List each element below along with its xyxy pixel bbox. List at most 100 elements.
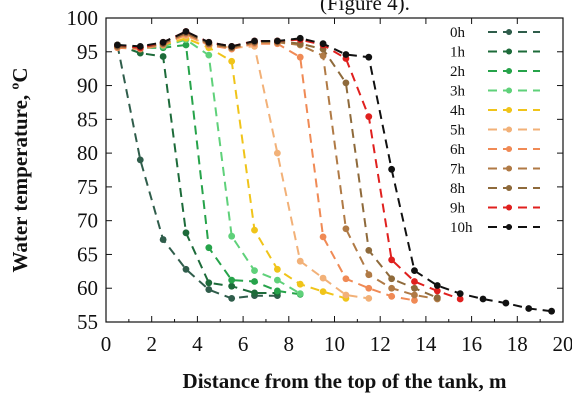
data-point-9h (388, 256, 396, 264)
data-point-1h (228, 282, 236, 290)
y-tick-label: 90 (77, 74, 98, 98)
legend-marker (506, 165, 512, 172)
data-point-10h (159, 38, 167, 46)
data-point-10h (228, 42, 236, 50)
data-point-10h (273, 37, 281, 45)
legend-marker (506, 107, 512, 113)
legend-item-5h: 5h (450, 123, 540, 139)
series-5h (114, 32, 373, 302)
data-point-7h (319, 52, 327, 60)
y-tick-label: 75 (77, 175, 98, 199)
data-point-2h (251, 278, 258, 285)
y-tick-label: 80 (77, 141, 98, 165)
data-point-2h (205, 244, 213, 252)
series-layer (114, 28, 555, 315)
data-point-4h (296, 280, 304, 288)
data-point-1h (251, 289, 258, 297)
data-point-7h (411, 291, 418, 299)
legend-marker (506, 68, 512, 74)
data-point-3h (205, 51, 213, 59)
data-point-8h (388, 275, 396, 283)
data-point-0h (159, 236, 167, 243)
legend-marker (506, 204, 512, 211)
y-tick-label: 55 (77, 310, 98, 334)
legend-label: 7h (450, 162, 466, 178)
data-point-10h (479, 295, 487, 303)
series-line-4h (117, 37, 347, 300)
legend-item-7h: 7h (450, 162, 540, 178)
legend-marker (506, 48, 512, 55)
data-point-10h (525, 305, 533, 312)
x-tick-label: 4 (192, 332, 203, 356)
legend-label: 0h (450, 25, 466, 41)
legend-label: 5h (450, 123, 466, 139)
data-point-6h (411, 296, 418, 304)
legend-label: 8h (450, 181, 466, 197)
data-point-6h (296, 53, 304, 61)
data-point-3h (273, 276, 281, 284)
data-point-5h (296, 257, 304, 265)
data-point-9h (433, 287, 441, 295)
x-tick-label: 6 (238, 332, 249, 356)
data-point-0h (182, 265, 190, 273)
data-point-10h (114, 41, 121, 49)
data-point-6h (342, 275, 350, 283)
data-point-8h (365, 246, 373, 254)
legend-item-3h: 3h (450, 84, 540, 100)
series-1h (114, 41, 281, 297)
top-caption-fragment: (Figure 4). (320, 0, 410, 15)
data-point-0h (136, 156, 144, 164)
data-point-4h (228, 57, 236, 65)
data-point-10h (365, 53, 373, 61)
y-tick-label: 65 (77, 242, 98, 266)
data-point-9h (365, 113, 373, 121)
data-point-3h (296, 290, 304, 298)
data-point-8h (342, 79, 350, 87)
legend-label: 3h (450, 84, 466, 100)
data-point-10h (411, 267, 418, 275)
data-point-10h (433, 282, 441, 289)
data-point-10h (251, 37, 258, 45)
data-point-5h (365, 294, 373, 302)
data-point-10h (388, 165, 396, 173)
data-point-4h (319, 288, 327, 295)
legend-label: 2h (450, 64, 466, 80)
data-point-5h (319, 274, 327, 282)
data-point-1h (205, 279, 213, 287)
series-line-1h (117, 44, 278, 294)
x-tick-label: 2 (146, 332, 157, 356)
series-line-2h (117, 43, 301, 296)
data-point-10h (319, 40, 327, 48)
x-axis-title: Distance from the top of the tank, m (183, 369, 507, 393)
x-tick-label: 20 (553, 332, 572, 356)
legend-label: 4h (450, 103, 466, 119)
legend-marker (506, 146, 512, 152)
data-point-10h (342, 51, 350, 58)
legend-item-2h: 2h (450, 64, 540, 80)
data-point-9h (411, 278, 418, 285)
data-point-0h (228, 294, 236, 302)
x-tick-label: 18 (507, 332, 528, 356)
data-point-3h (251, 267, 258, 275)
legend-item-10h: 10h (450, 220, 540, 236)
x-tick-label: 8 (284, 332, 295, 356)
data-point-3h (228, 232, 236, 240)
y-tick-label: 70 (77, 209, 98, 233)
series-line-9h (117, 30, 461, 300)
legend-item-6h: 6h (450, 142, 540, 158)
plot-frame (105, 17, 564, 323)
legend-label: 6h (450, 142, 466, 158)
series-line-0h (116, 44, 278, 300)
data-point-6h (388, 292, 396, 300)
data-point-10h (502, 299, 510, 307)
series-line-5h (117, 34, 369, 300)
data-point-7h (388, 284, 396, 292)
legend-label: 9h (450, 201, 466, 217)
data-point-7h (342, 225, 350, 233)
data-point-10h (456, 290, 464, 298)
axes: 0 2 4 6 8 10 12 14 16 18 20 55 60 65 70 75 80 85 90 95 100 (67, 6, 572, 356)
data-point-9h (456, 295, 464, 303)
y-tick-label: 95 (77, 40, 98, 64)
legend-marker (506, 29, 512, 35)
